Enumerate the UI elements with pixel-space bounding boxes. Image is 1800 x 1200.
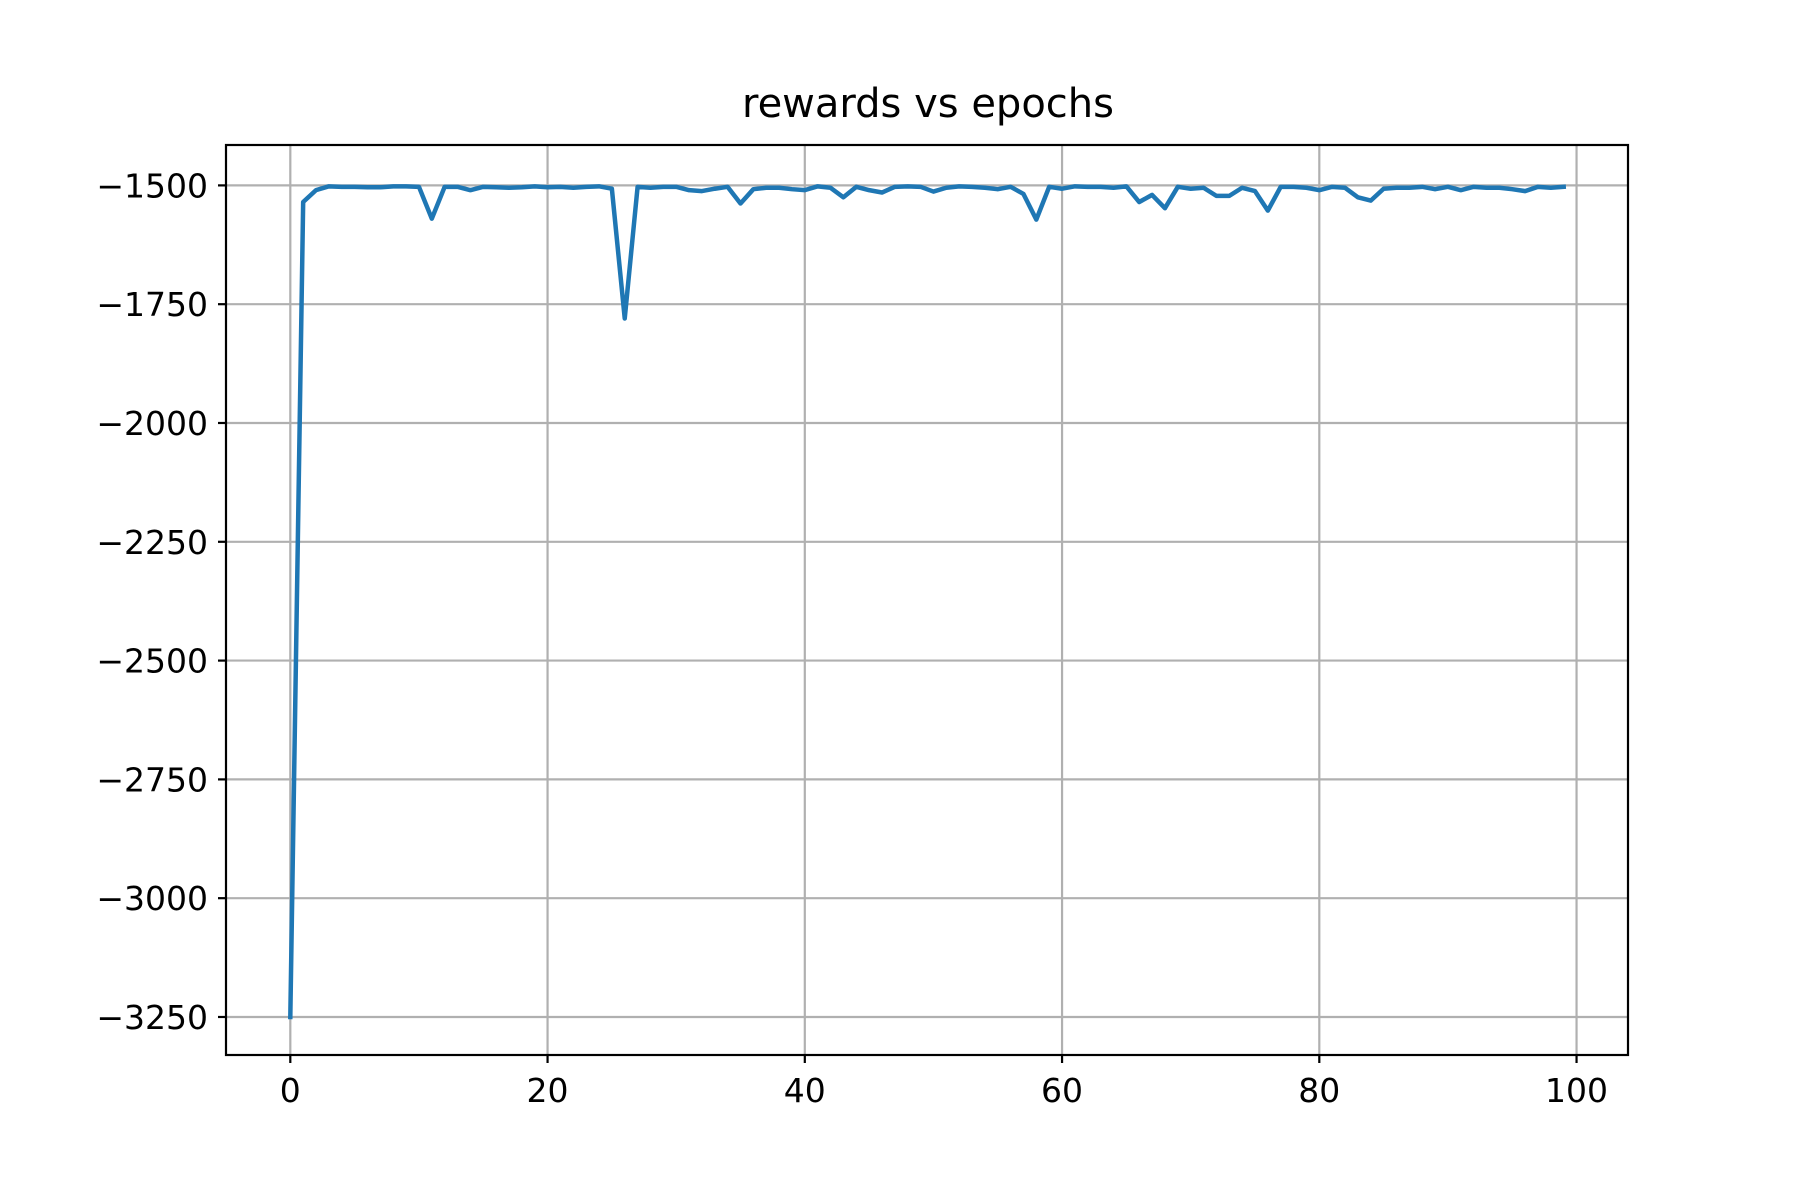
y-tick-label: −2000 [96,404,208,443]
y-tick-label: −1500 [96,166,208,205]
x-tick-label: 0 [280,1071,301,1110]
y-tick-label: −2750 [96,760,208,799]
x-tick-label: 20 [527,1071,569,1110]
x-tick-label: 40 [784,1071,826,1110]
y-tick-label: −2250 [96,523,208,562]
y-tick-label: −3000 [96,879,208,918]
x-tick-label: 100 [1545,1071,1608,1110]
series-line [288,184,1567,1020]
chart-title: rewards vs epochs [742,81,1114,127]
y-tick-label: −3250 [96,998,208,1037]
x-tick-label: 80 [1298,1071,1340,1110]
y-tick-label: −1750 [96,285,208,324]
x-tick-label: 60 [1041,1071,1083,1110]
ticks: 0 20 40 60 80 100 −1500 −1750 −2000 −2250 −2500 −27… [96,166,1608,1110]
y-tick-label: −2500 [96,642,208,681]
grid [226,145,1628,1055]
axes-frame [224,143,1630,1057]
series-layer [288,184,1567,1020]
